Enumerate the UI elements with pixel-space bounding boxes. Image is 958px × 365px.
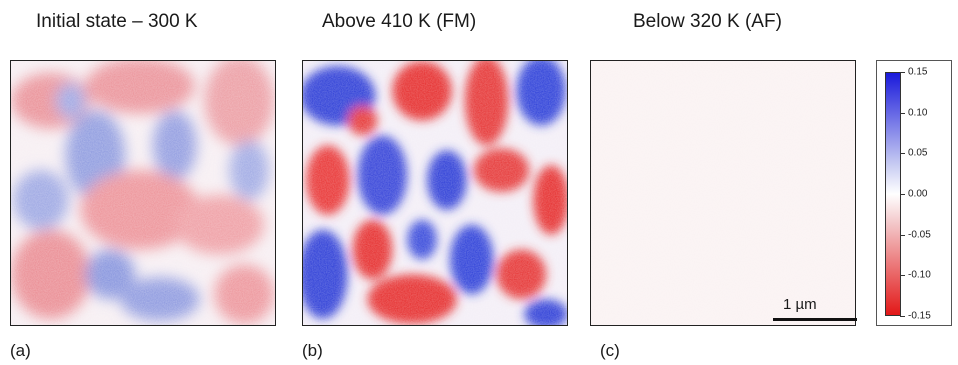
panel-b-label: (b) [302,341,323,360]
panel-b-image [302,60,568,326]
scale-bar [773,318,857,321]
panel-c-label: (c) [600,341,620,360]
colorbar-tick [900,194,905,195]
colorbar-tick [900,153,905,155]
panel-a-label: (a) [10,341,31,360]
colorbar-tick [900,316,905,317]
panel-a-title: Initial state – 300 K [36,11,198,32]
colorbar-tick [900,72,905,73]
panel-c-title: Below 320 K (AF) [633,11,782,32]
colorbar-tick [900,112,905,114]
colorbar-tick-label: 0.10 [908,107,928,119]
panel-a-image [10,60,276,326]
colorbar-tick-label: -0.15 [908,310,931,322]
panel-b-title: Above 410 K (FM) [322,11,477,32]
colorbar-tick-label: -0.10 [908,269,931,281]
scale-bar-label: 1 µm [783,296,817,313]
colorbar-gradient [885,72,901,316]
colorbar-tick [900,234,905,236]
colorbar-tick [900,275,905,277]
colorbar-tick-label: 0.00 [908,188,928,200]
colorbar-tick-label: 0.15 [908,66,928,78]
colorbar-tick-label: 0.05 [908,147,928,159]
colorbar-tick-label: -0.05 [908,229,931,241]
panel-c-image [590,60,856,326]
